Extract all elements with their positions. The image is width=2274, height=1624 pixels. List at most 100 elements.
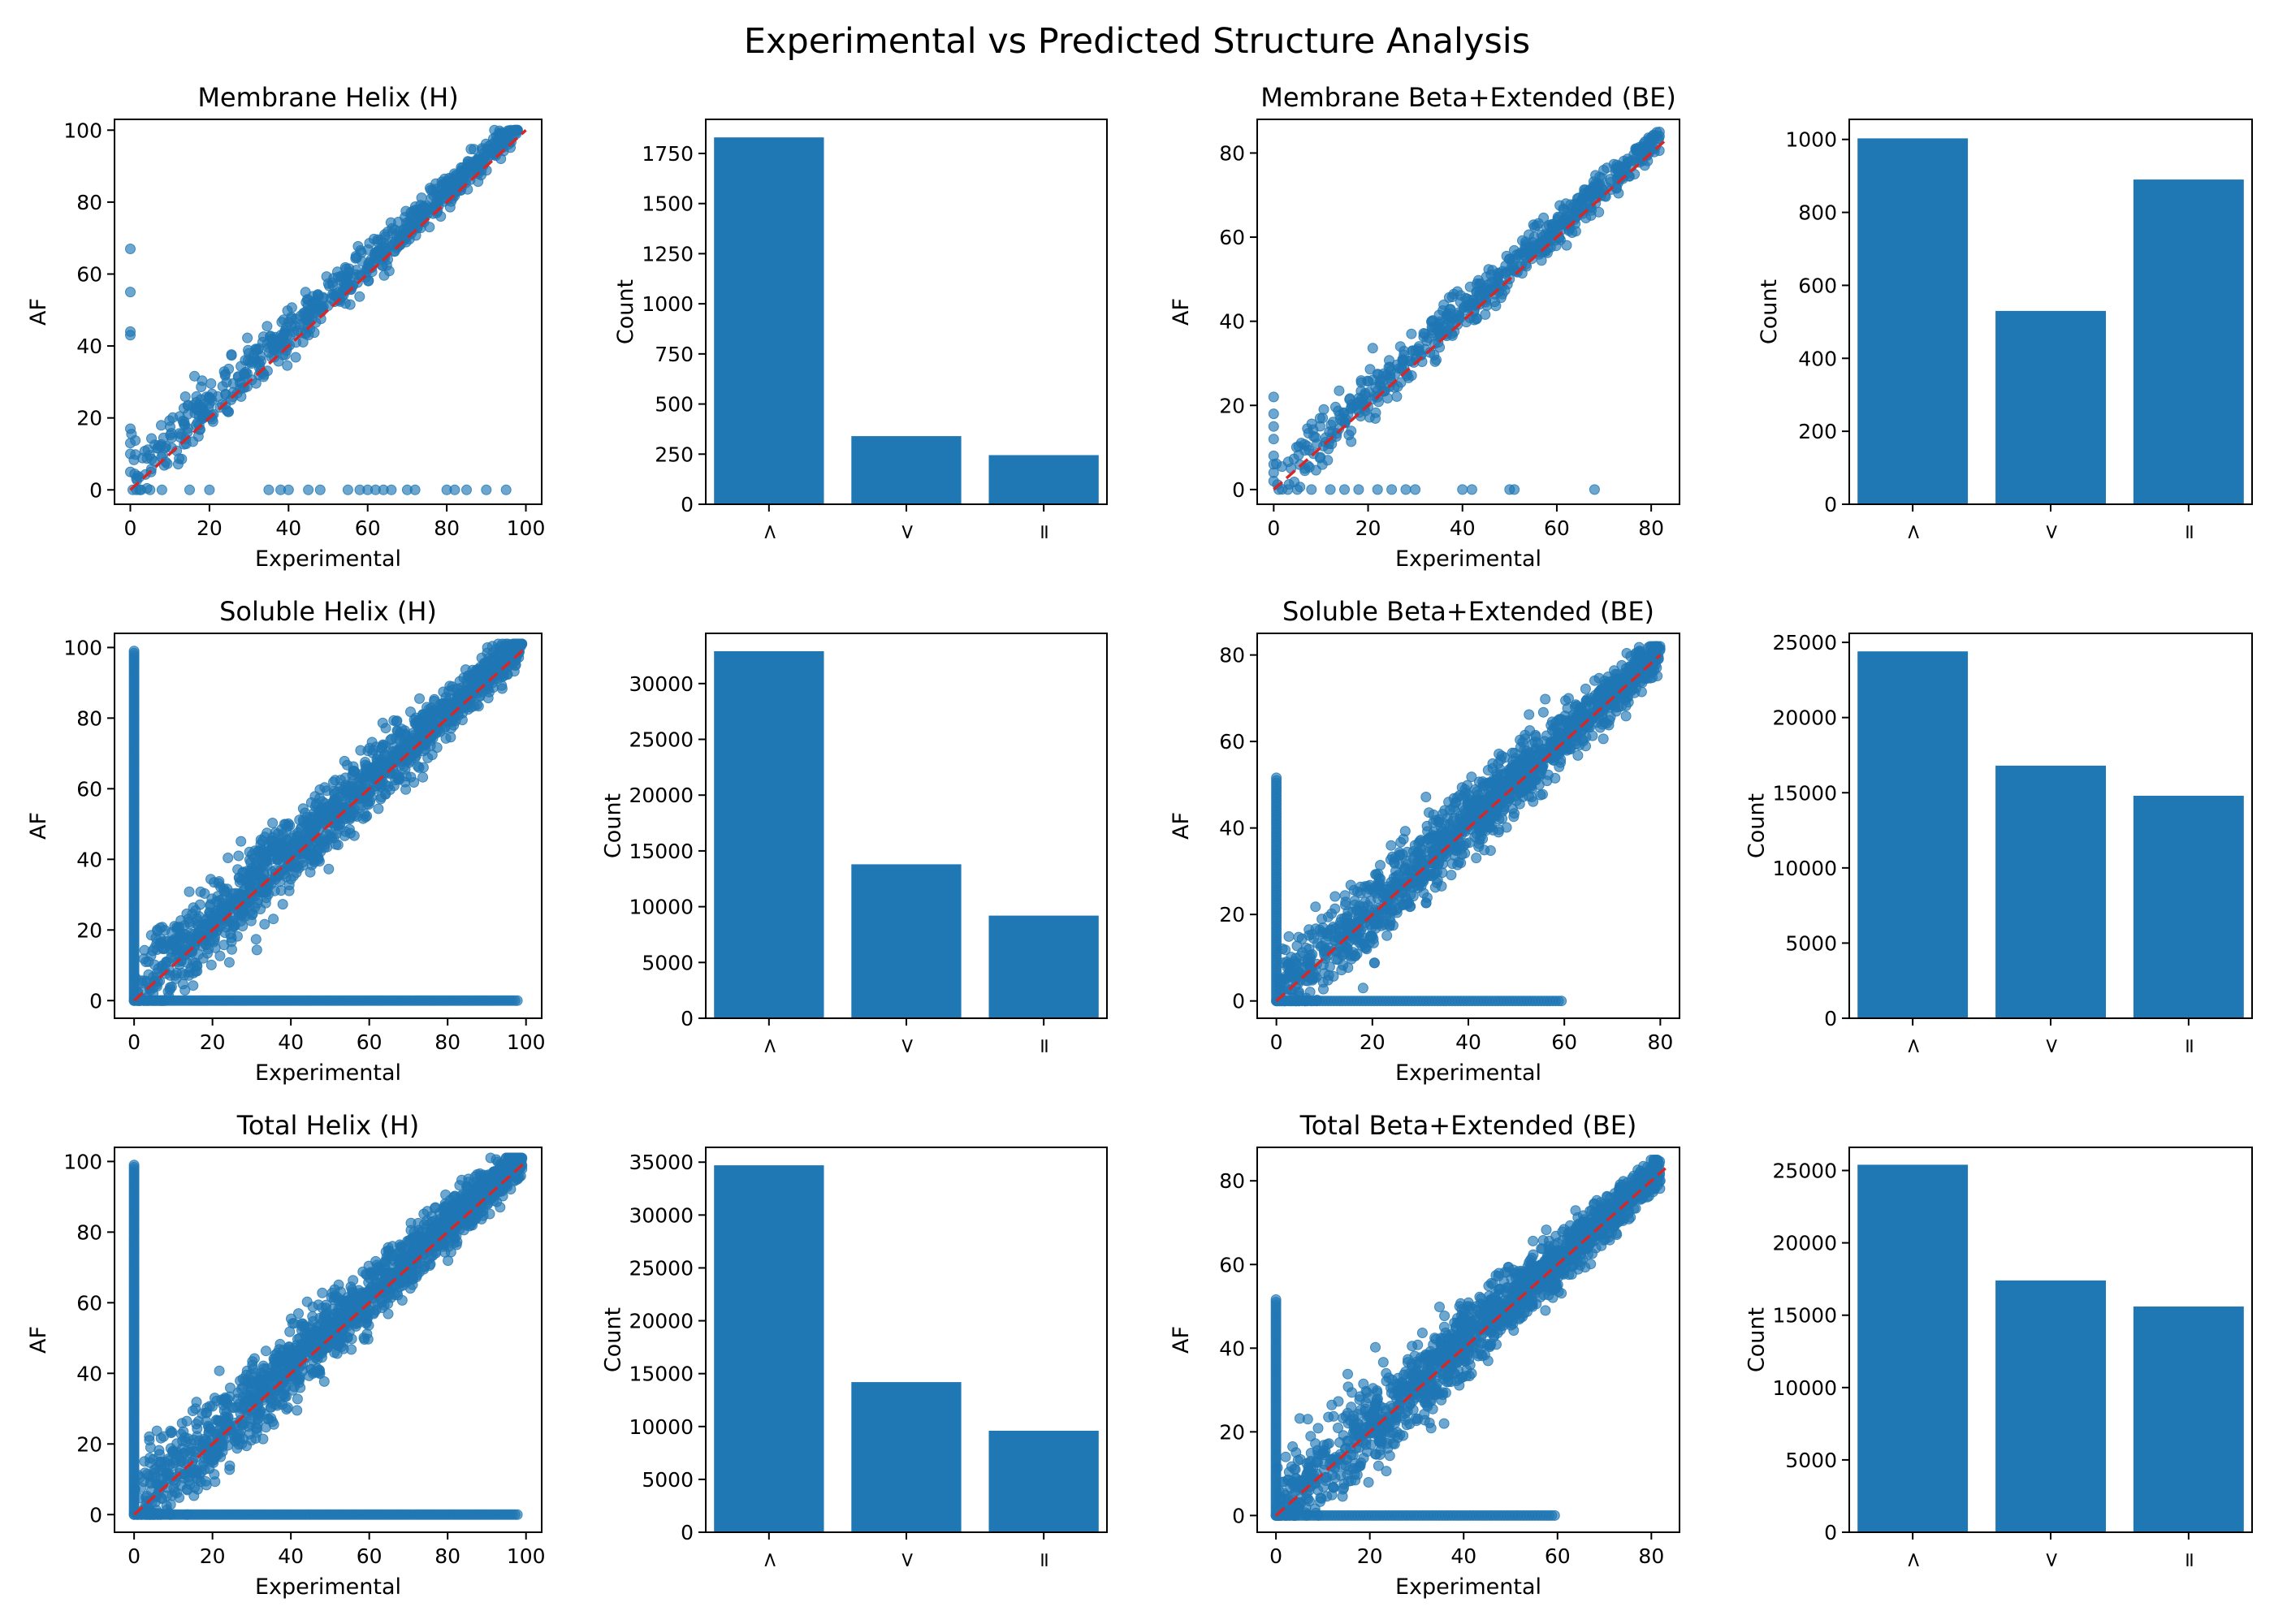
soluble-be-scatter-point <box>1356 939 1368 951</box>
membrane-helix-scatter-point <box>409 484 421 495</box>
soluble-helix-scatter-point <box>232 864 244 875</box>
membrane-helix-scatter-point <box>427 184 439 196</box>
soluble-helix-scatter-point <box>348 766 359 777</box>
membrane-helix-scatter-point <box>286 302 297 313</box>
soluble-be-scatter-point <box>1322 911 1334 922</box>
soluble-helix-scatter-point <box>344 812 355 823</box>
membrane-be-scatter-point <box>1334 385 1345 396</box>
soluble-helix-scatter-ytick-label: 100 <box>63 636 102 659</box>
soluble-helix-scatter-point <box>256 855 267 866</box>
membrane-helix-scatter-point <box>125 287 136 298</box>
soluble-helix-scatter-point <box>236 909 247 920</box>
soluble-be-scatter-point <box>1399 862 1411 873</box>
soluble-helix-scatter-point <box>195 886 206 897</box>
membrane-be-scatter-point <box>1268 434 1279 445</box>
membrane-helix-bar-xtick-label: = <box>1032 524 1056 541</box>
membrane-helix-scatter-ytick-label: 80 <box>76 191 102 214</box>
soluble-be-scatter-point <box>1398 833 1409 844</box>
soluble-helix-scatter-point <box>508 666 520 677</box>
soluble-helix-scatter-point <box>375 793 387 805</box>
soluble-be-scatter-point <box>1501 822 1512 833</box>
membrane-be-scatter-point <box>1353 484 1364 495</box>
soluble-helix-scatter-point <box>223 957 235 968</box>
membrane-helix-scatter-point <box>500 484 512 495</box>
membrane-be-scatter-point <box>1268 450 1279 461</box>
membrane-helix-scatter-point <box>300 287 311 298</box>
membrane-helix-scatter-point <box>381 260 392 271</box>
membrane-helix-scatter-point <box>386 484 397 495</box>
membrane-helix-scatter-point <box>172 459 184 470</box>
soluble-helix-scatter-point <box>227 944 237 955</box>
soluble-helix-scatter-point <box>223 853 234 863</box>
soluble-helix-scatter-point <box>374 765 386 776</box>
soluble-be-scatter-point <box>1556 996 1567 1007</box>
soluble-helix-scatter-point <box>192 949 204 961</box>
membrane-helix-scatter-point <box>265 330 276 342</box>
soluble-helix-scatter-point <box>429 695 440 706</box>
soluble-helix-scatter-point <box>182 933 193 944</box>
membrane-be-scatter-title: Membrane Beta+Extended (BE) <box>1260 82 1676 113</box>
membrane-helix-scatter-point <box>242 332 253 343</box>
soluble-be-scatter-point <box>1357 983 1368 994</box>
soluble-helix-scatter-point <box>360 757 371 767</box>
membrane-be-scatter-point <box>1268 421 1279 432</box>
membrane-be-bar-bar-gt <box>1857 138 1969 504</box>
membrane-helix-scatter-point <box>182 426 193 438</box>
soluble-be-scatter-point <box>1368 957 1380 969</box>
soluble-helix-bar-xtick-label: > <box>758 1038 781 1055</box>
membrane-helix-scatter-point <box>189 408 201 419</box>
membrane-be-scatter-xlabel: Experimental <box>1395 546 1541 572</box>
membrane-be-scatter-point <box>1386 484 1398 495</box>
soluble-helix-scatter-point <box>164 984 175 996</box>
membrane-be-scatter-ytick-label: 80 <box>1219 141 1245 165</box>
membrane-helix-scatter-point <box>481 484 492 495</box>
soluble-helix-scatter-xtick-label: 100 <box>507 1030 546 1054</box>
soluble-helix-scatter-point <box>409 777 420 788</box>
soluble-helix-scatter-point <box>508 638 520 650</box>
membrane-helix-scatter-point <box>495 127 507 138</box>
membrane-be-scatter-xtick-label: 40 <box>1450 516 1476 540</box>
soluble-helix-scatter-diagonal-line <box>132 646 527 1002</box>
membrane-helix-scatter-point <box>278 331 289 343</box>
membrane-be-scatter-point <box>1290 442 1302 453</box>
soluble-helix-bar-ytick-label: 25000 <box>629 728 694 752</box>
soluble-be-scatter-point <box>1524 709 1535 720</box>
membrane-be-bar-ytick-label: 400 <box>1798 347 1837 370</box>
soluble-helix-scatter-point <box>294 814 305 826</box>
soluble-be-scatter-point <box>1471 853 1482 864</box>
soluble-be-scatter-point <box>1501 775 1512 787</box>
soluble-helix-scatter-point <box>261 887 272 898</box>
membrane-be-bar-bar-eq <box>2133 179 2244 504</box>
soluble-helix-scatter-point <box>181 908 192 919</box>
soluble-be-scatter-point <box>1576 726 1587 737</box>
membrane-be-scatter-ylabel: AF <box>1169 298 1194 326</box>
membrane-be-scatter-point <box>1466 484 1477 495</box>
soluble-be-scatter-point <box>1460 838 1472 849</box>
soluble-be-scatter-point <box>1321 927 1332 939</box>
soluble-be-scatter-point <box>1530 731 1541 742</box>
membrane-be-scatter-point <box>1373 369 1385 380</box>
soluble-helix-scatter-point <box>227 895 238 906</box>
membrane-helix-scatter-point <box>189 370 200 382</box>
membrane-helix-scatter-point <box>351 252 362 263</box>
soluble-be-scatter-point <box>1633 651 1645 663</box>
soluble-helix-scatter-point <box>215 881 226 892</box>
membrane-be-scatter-point <box>1654 127 1665 137</box>
soluble-helix-scatter-point <box>267 818 279 828</box>
membrane-helix-scatter-xlabel: Experimental <box>255 546 401 572</box>
soluble-be-scatter-point <box>1290 959 1302 970</box>
soluble-helix-scatter-point <box>493 657 504 668</box>
soluble-helix-scatter-xtick-label: 80 <box>434 1030 460 1054</box>
membrane-be-scatter-point <box>1360 390 1370 400</box>
soluble-be-scatter-point <box>1437 836 1449 848</box>
soluble-helix-bar-xtick-label: = <box>1032 1038 1056 1055</box>
soluble-helix-scatter-point <box>253 865 265 876</box>
membrane-helix-scatter-point <box>435 211 447 222</box>
soluble-helix-scatter-point <box>244 846 255 857</box>
soluble-be-scatter-point <box>1485 814 1496 826</box>
membrane-be-scatter-ytick-label: 60 <box>1219 226 1245 249</box>
soluble-be-scatter-point <box>1377 892 1389 903</box>
soluble-helix-scatter-xtick-label: 40 <box>278 1030 304 1054</box>
membrane-be-scatter-point <box>1346 425 1357 437</box>
